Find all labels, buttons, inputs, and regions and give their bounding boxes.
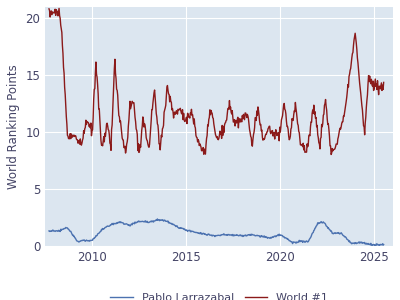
Legend: Pablo Larrazabal, World #1: Pablo Larrazabal, World #1 xyxy=(106,289,332,300)
World #1 xyxy=(271,134,276,138)
Y-axis label: World Ranking Points: World Ranking Points xyxy=(7,64,20,189)
Pablo Larrazabal xyxy=(155,217,160,221)
World #1 xyxy=(133,120,138,123)
Pablo Larrazabal xyxy=(133,220,138,224)
World #1 xyxy=(57,7,62,10)
World #1 xyxy=(198,145,203,148)
World #1 xyxy=(381,81,386,84)
Pablo Larrazabal xyxy=(244,234,249,238)
Pablo Larrazabal xyxy=(46,229,51,233)
Pablo Larrazabal xyxy=(198,232,203,236)
Pablo Larrazabal xyxy=(106,224,111,228)
World #1 xyxy=(329,153,334,156)
Line: Pablo Larrazabal: Pablo Larrazabal xyxy=(49,219,384,245)
Pablo Larrazabal xyxy=(299,239,304,243)
Line: World #1: World #1 xyxy=(49,8,384,154)
World #1 xyxy=(244,116,249,119)
World #1 xyxy=(106,129,111,132)
World #1 xyxy=(46,7,51,10)
World #1 xyxy=(299,143,304,147)
Pablo Larrazabal xyxy=(381,243,386,246)
Pablo Larrazabal xyxy=(372,244,377,247)
Pablo Larrazabal xyxy=(271,236,276,239)
